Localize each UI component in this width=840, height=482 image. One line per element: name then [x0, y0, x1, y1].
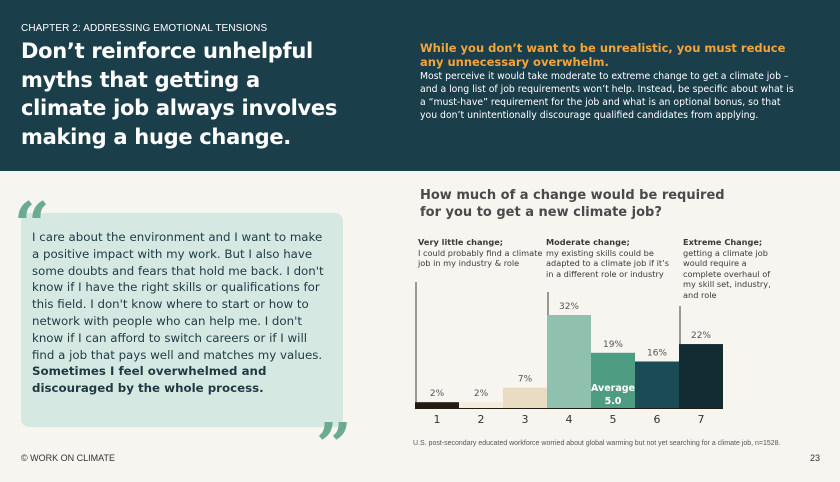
chapter-label: CHAPTER 2: ADDRESSING EMOTIONAL TENSIONS [21, 23, 268, 34]
annotation-text: my existing skills could be adapted to a… [546, 247, 670, 279]
header-banner [0, 0, 840, 171]
x-tick-label: 3 [522, 413, 529, 426]
open-quote-icon: “ [14, 188, 50, 261]
bar-2 [459, 402, 503, 408]
x-tick-label: 4 [566, 413, 573, 426]
annotation-very-little: Very little change; I could probably fin… [418, 237, 543, 269]
quote-emphasis: Sometimes I feel overwhelmed and discour… [32, 364, 267, 396]
annotation-text: I could probably find a climate job in m… [418, 247, 543, 269]
value-label: 19% [603, 340, 623, 350]
header-body-text: Most perceive it would take moderate to … [420, 71, 794, 121]
x-tick-label: 5 [610, 413, 617, 426]
value-label: 7% [518, 375, 533, 385]
x-tick-label: 7 [698, 413, 705, 426]
bar-chart: 2% 1 2% 2 7% 3 32% 4 19% 5 16% 6 22% 7 Average 5.0 [415, 282, 723, 426]
quote-text: I care about the environment and I want … [32, 229, 332, 397]
value-label: 22% [691, 331, 711, 341]
average-value: 5.0 [605, 396, 622, 407]
annotation-moderate: Moderate change; my existing skills coul… [546, 237, 671, 279]
value-label: 32% [559, 302, 579, 312]
copyright: © WORK ON CLIMATE [21, 453, 115, 463]
annotation-text: getting a climate job would require a co… [683, 247, 771, 300]
chart-title: How much of a change would be required f… [420, 188, 725, 220]
average-label: Average [591, 383, 635, 394]
annotation-extreme: Extreme Change; getting a climate job wo… [683, 237, 783, 301]
chart-footnote: U.S. post-secondary educated workforce w… [413, 440, 781, 447]
value-label: 2% [430, 389, 445, 399]
page-headline: Don’t reinforce unhelpful myths that get… [21, 39, 338, 149]
bar-5 [591, 352, 635, 408]
value-label: 16% [647, 349, 667, 359]
close-quote-icon: ” [316, 409, 352, 482]
annotation-title: Very little change; [418, 237, 504, 247]
bar-3 [503, 387, 547, 408]
x-tick-label: 2 [478, 413, 485, 426]
page-number: 23 [810, 453, 821, 463]
annotation-title: Moderate change; [546, 237, 630, 247]
annotation-title: Extreme Change; [683, 237, 763, 247]
x-tick-label: 1 [434, 413, 441, 426]
quote-card [21, 213, 343, 427]
sub-headline: While you don’t want to be unrealistic, … [420, 41, 786, 69]
bar-4 [547, 315, 591, 408]
bar-6 [635, 361, 679, 408]
value-label: 2% [474, 389, 489, 399]
quote-body: I care about the environment and I want … [32, 230, 324, 362]
bar-1 [415, 402, 459, 408]
x-tick-label: 6 [654, 413, 661, 426]
bar-7 [679, 344, 723, 408]
